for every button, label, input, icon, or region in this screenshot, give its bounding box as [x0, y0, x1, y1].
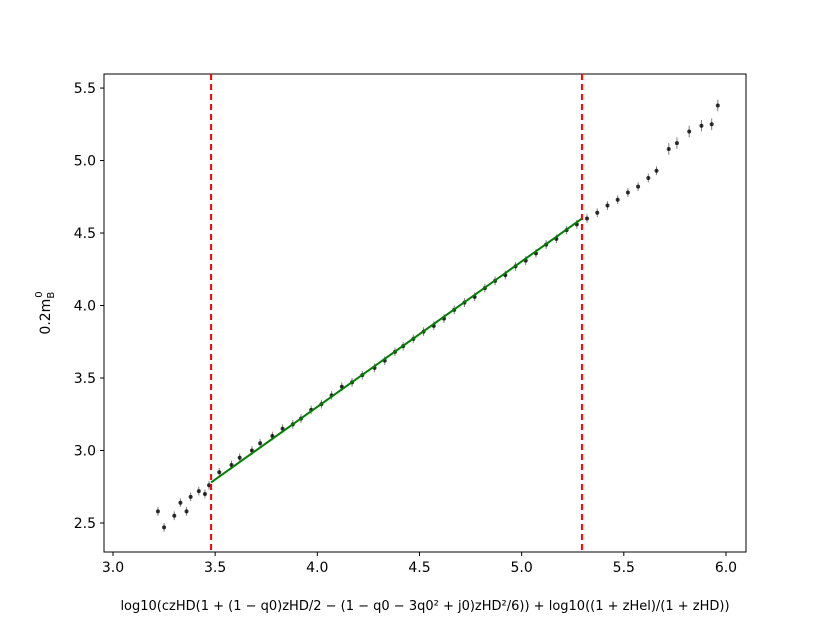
- data-point: [184, 509, 189, 514]
- x-tick-label: 4.0: [306, 560, 328, 576]
- data-point: [196, 489, 201, 494]
- x-tick-label: 4.5: [408, 560, 430, 576]
- y-tick-label: 3.0: [74, 444, 96, 460]
- y-tick-label: 3.5: [74, 371, 96, 387]
- data-point: [699, 123, 704, 128]
- data-point: [636, 184, 641, 189]
- data-point: [207, 483, 212, 488]
- data-point: [178, 500, 183, 505]
- data-point: [654, 168, 659, 173]
- data-point: [258, 441, 263, 446]
- y-tick-label: 2.5: [74, 516, 96, 532]
- data-point: [709, 122, 714, 127]
- data-point: [172, 513, 177, 518]
- data-point: [674, 141, 679, 146]
- y-axis-label: 0.2mB0: [34, 291, 57, 334]
- y-tick-label: 5.0: [74, 154, 96, 170]
- data-point: [666, 146, 671, 151]
- x-tick-label: 5.5: [613, 560, 635, 576]
- y-label-main: 0.2m: [38, 299, 54, 335]
- data-point: [188, 494, 193, 499]
- data-point: [615, 197, 620, 202]
- data-point: [155, 509, 160, 514]
- fit-line: [210, 217, 583, 484]
- axes-frame: [103, 73, 747, 553]
- x-tick-label: 6.0: [715, 560, 737, 576]
- data-point: [715, 103, 720, 108]
- data-point: [605, 203, 610, 208]
- data-point: [202, 492, 207, 497]
- x-tick-label: 3.5: [204, 560, 226, 576]
- y-label-sub: B: [46, 292, 57, 299]
- data-point: [646, 175, 651, 180]
- data-point: [162, 525, 167, 530]
- y-label-sup: 0: [34, 291, 45, 297]
- data-point: [217, 470, 222, 475]
- data-point: [687, 129, 692, 134]
- y-tick-label: 4.5: [74, 226, 96, 242]
- data-point: [595, 210, 600, 215]
- data-point: [625, 190, 630, 195]
- data-point: [585, 216, 590, 221]
- y-tick-label: 4.0: [74, 299, 96, 315]
- data-point: [237, 455, 242, 460]
- x-axis-label: log10(czHD(1 + (1 − q0)zHD/2 − (1 − q0 −…: [120, 599, 729, 614]
- x-tick-label: 5.0: [511, 560, 533, 576]
- y-tick-label: 5.5: [74, 81, 96, 97]
- x-tick-label: 3.0: [102, 560, 124, 576]
